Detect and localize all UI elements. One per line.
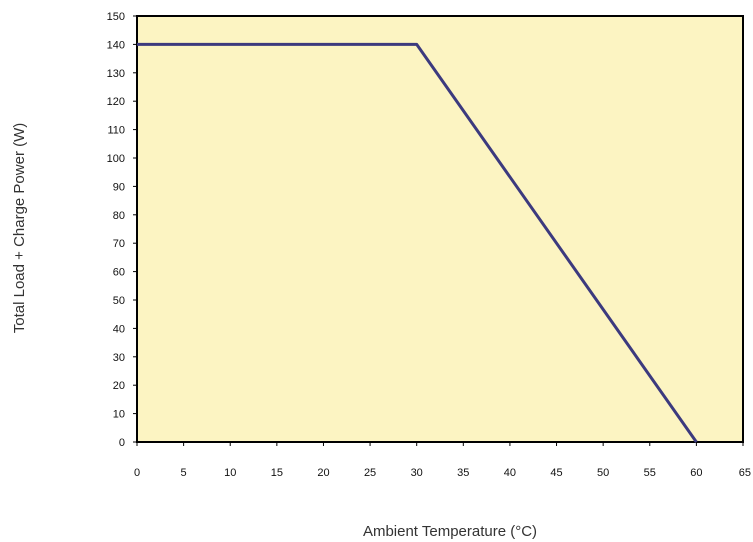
- x-tick-label: 0: [134, 467, 140, 479]
- y-tick-label: 120: [107, 96, 125, 108]
- x-tick-label: 15: [271, 467, 283, 479]
- y-tick-label: 60: [113, 267, 125, 279]
- x-tick-label: 45: [550, 467, 562, 479]
- y-tick-label: 40: [113, 323, 125, 335]
- y-tick-label: 80: [113, 210, 125, 222]
- x-tick-label: 5: [181, 467, 187, 479]
- plot-area: [136, 15, 744, 443]
- y-tick-label: 150: [107, 11, 125, 23]
- x-tick-label: 10: [224, 467, 236, 479]
- x-tick-label: 20: [317, 467, 329, 479]
- x-axis-label: Ambient Temperature (°C): [363, 523, 537, 540]
- y-tick-label: 50: [113, 295, 125, 307]
- y-axis-label: Total Load + Charge Power (W): [11, 123, 28, 334]
- x-tick-label: 60: [690, 467, 702, 479]
- x-tick-label: 50: [597, 467, 609, 479]
- y-tick-label: 90: [113, 181, 125, 193]
- x-tick-label: 65: [739, 467, 751, 479]
- x-tick-label: 40: [504, 467, 516, 479]
- y-axis-ticks: 0 10 20 30 40 50 60 70 80 90 100 110 120 130 140 150: [107, 11, 137, 449]
- x-tick-label: 55: [644, 467, 656, 479]
- x-tick-label: 35: [457, 467, 469, 479]
- y-tick-label: 0: [119, 437, 125, 449]
- y-tick-label: 100: [107, 153, 125, 165]
- y-tick-label: 140: [107, 39, 125, 51]
- y-tick-label: 130: [107, 68, 125, 80]
- y-tick-label: 110: [107, 125, 125, 137]
- x-axis-ticks: 0 5 10 15 20 25 30 35 40 45 50 55 60 65: [134, 442, 751, 479]
- y-tick-label: 70: [113, 238, 125, 250]
- series-line: [137, 42, 698, 443]
- y-tick-label: 30: [113, 352, 125, 364]
- y-tick-label: 10: [113, 409, 125, 421]
- y-tick-label: 20: [113, 380, 125, 392]
- x-tick-label: 30: [411, 467, 423, 479]
- x-tick-label: 25: [364, 467, 376, 479]
